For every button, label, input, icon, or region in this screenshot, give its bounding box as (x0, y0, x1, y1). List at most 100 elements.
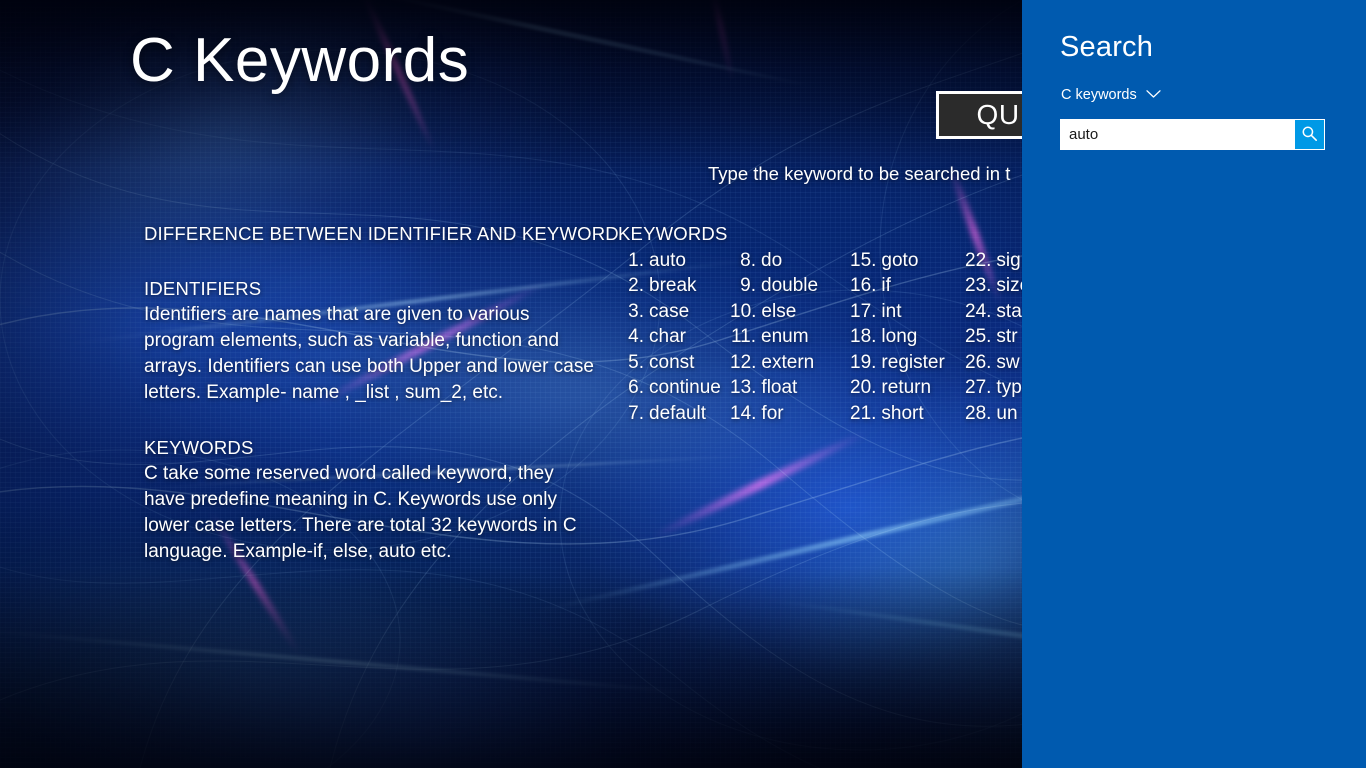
keyword-word: for (761, 402, 784, 424)
keyword-number: 3. (628, 300, 644, 322)
keyword-entry: 2. break (618, 273, 730, 299)
keyword-word: double (761, 275, 819, 297)
chevron-down-icon (1146, 86, 1161, 104)
keyword-word: int (881, 300, 902, 322)
keyword-entry: 22. sig (965, 248, 1075, 274)
keyword-number: 22. (965, 249, 992, 271)
keyword-word: str (996, 326, 1018, 348)
keyword-number: 14. (730, 402, 757, 424)
keyword-number: 20. (850, 377, 877, 399)
keywords-list-block: KEYWORDS 1. auto 2. break 3. case 4. char 5. cons… (618, 222, 1075, 426)
keyword-entry: 10. else (730, 299, 850, 325)
keyword-number: 27. (965, 377, 992, 399)
keyword-number: 15. (850, 249, 877, 271)
keyword-entry: 24. sta (965, 299, 1075, 325)
keyword-entry: 14. for (730, 401, 850, 427)
keyword-entry: 21. short (850, 401, 965, 427)
keywords-column: 8. do 9. double 10. else 11. enum 12. extern 13. fl… (730, 248, 850, 427)
keyword-number: 21. (850, 402, 877, 424)
keyword-word: do (761, 249, 783, 271)
search-scope-label: C keywords (1061, 87, 1137, 103)
keyword-number: 26. (965, 351, 992, 373)
keyword-entry: 11. enum (730, 324, 850, 350)
keywords-column: 22. sig 23. size 24. sta 25. str 26. sw 27. typ 28. u… (965, 248, 1075, 427)
keyword-word: case (649, 300, 690, 322)
keyword-number: 23. (965, 275, 992, 297)
keyword-word: default (649, 402, 707, 424)
keyword-entry: 4. char (618, 324, 730, 350)
search-input[interactable] (1060, 119, 1295, 150)
keyword-entry: 17. int (850, 299, 965, 325)
keyword-entry: 8. do (730, 248, 850, 274)
keyword-number: 9. (740, 275, 756, 297)
keywords-grid: 1. auto 2. break 3. case 4. char 5. const 6. contin… (618, 248, 1075, 427)
search-box (1060, 119, 1325, 150)
keyword-number: 25. (965, 326, 992, 348)
keyword-word: return (881, 377, 932, 399)
keywords-heading: KEYWORDS (144, 437, 254, 458)
keyword-word: extern (761, 351, 815, 373)
keywords-column: 15. goto 16. if 17. int 18. long 19. register 20. r… (850, 248, 965, 427)
keyword-entry: 9. double (730, 273, 850, 299)
keywords-body: C take some reserved word called keyword… (144, 462, 577, 563)
keyword-entry: 12. extern (730, 350, 850, 376)
search-submit-button[interactable] (1295, 120, 1324, 149)
keyword-entry: 1. auto (618, 248, 730, 274)
identifiers-body: Identifiers are names that are given to … (144, 303, 594, 403)
keyword-entry: 28. un (965, 401, 1075, 427)
keyword-number: 4. (628, 326, 644, 348)
keyword-number: 12. (730, 351, 757, 373)
keyword-number: 10. (730, 300, 757, 322)
keyword-word: sig (996, 249, 1021, 271)
keyword-word: sw (996, 351, 1020, 373)
keyword-entry: 5. const (618, 350, 730, 376)
keyword-entry: 18. long (850, 324, 965, 350)
keyword-number: 19. (850, 351, 877, 373)
keyword-entry: 15. goto (850, 248, 965, 274)
search-panel-heading: Search (1060, 31, 1154, 63)
keyword-entry: 16. if (850, 273, 965, 299)
keyword-word: break (649, 275, 697, 297)
search-charm-panel: Search C keywords (1022, 0, 1366, 768)
keywords-column: 1. auto 2. break 3. case 4. char 5. const 6. contin… (618, 248, 730, 427)
page-title: C Keywords (130, 26, 470, 95)
keyword-entry: 27. typ (965, 375, 1075, 401)
keyword-word: short (881, 402, 924, 424)
keyword-word: typ (996, 377, 1022, 399)
identifiers-heading: IDENTIFIERS (144, 277, 262, 299)
keyword-number: 24. (965, 300, 992, 322)
keyword-word: goto (881, 249, 919, 271)
keyword-entry: 6. continue (618, 375, 730, 401)
keyword-number: 18. (850, 326, 877, 348)
keyword-entry: 13. float (730, 375, 850, 401)
keyword-word: char (649, 326, 686, 348)
keyword-word: float (761, 377, 798, 399)
keyword-word: if (881, 275, 891, 297)
keyword-entry: 25. str (965, 324, 1075, 350)
search-scope-dropdown[interactable]: C keywords (1061, 86, 1161, 104)
keyword-word: size (996, 275, 1031, 297)
keyword-number: 11. (730, 326, 756, 348)
keyword-entry: 20. return (850, 375, 965, 401)
keyword-word: sta (996, 300, 1022, 322)
keyword-word: un (996, 402, 1018, 424)
keywords-list-heading: KEYWORDS (618, 223, 728, 244)
keyword-number: 17. (850, 300, 877, 322)
keyword-word: long (881, 326, 918, 348)
keyword-entry: 3. case (618, 299, 730, 325)
keyword-number: 13. (730, 377, 757, 399)
keyword-number: 7. (628, 402, 644, 424)
keyword-number: 16. (850, 275, 877, 297)
keyword-entry: 19. register (850, 350, 965, 376)
keyword-entry: 7. default (618, 401, 730, 427)
keyword-number: 1. (628, 249, 644, 271)
definitions-column: DIFFERENCE BETWEEN IDENTIFIER AND KEYWOR… (144, 222, 619, 565)
keyword-word: register (881, 351, 945, 373)
keyword-number: 5. (628, 351, 644, 373)
keyword-number: 6. (628, 377, 644, 399)
keyword-word: const (649, 351, 695, 373)
keyword-entry: 23. size (965, 273, 1075, 299)
keyword-word: else (761, 300, 797, 322)
